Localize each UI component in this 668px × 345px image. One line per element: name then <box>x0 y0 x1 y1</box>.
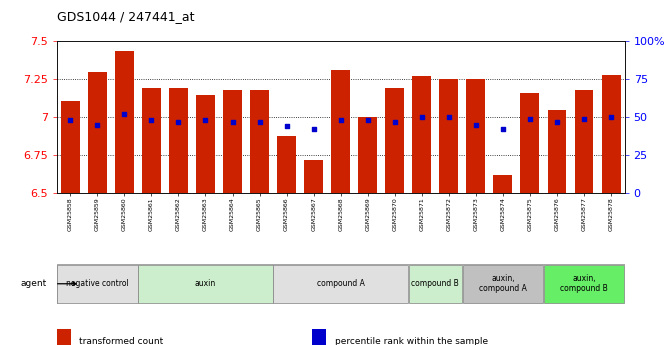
Text: compound A: compound A <box>317 279 365 288</box>
Bar <box>520 93 540 193</box>
Text: auxin: auxin <box>195 279 216 288</box>
Point <box>444 115 454 120</box>
Bar <box>602 75 621 193</box>
Text: percentile rank within the sample: percentile rank within the sample <box>335 337 488 345</box>
Text: auxin,
compound A: auxin, compound A <box>479 274 527 294</box>
Bar <box>440 79 458 193</box>
Text: agent: agent <box>21 279 47 288</box>
Point <box>524 116 535 121</box>
Point <box>227 119 238 125</box>
Point <box>552 119 562 125</box>
Point <box>255 119 265 125</box>
Bar <box>574 90 593 193</box>
Bar <box>548 110 566 193</box>
Bar <box>57 329 71 345</box>
Point <box>146 118 157 123</box>
Bar <box>358 117 377 193</box>
Point <box>92 122 103 128</box>
Bar <box>313 329 327 345</box>
Text: auxin,
compound B: auxin, compound B <box>560 274 608 294</box>
Bar <box>223 90 242 193</box>
Bar <box>466 79 486 193</box>
Bar <box>304 160 323 193</box>
Bar <box>544 265 625 303</box>
Bar <box>463 265 543 303</box>
Point <box>200 118 211 123</box>
Point <box>606 115 617 120</box>
Point <box>65 118 75 123</box>
Bar <box>196 95 215 193</box>
Point <box>119 111 130 117</box>
Bar <box>494 175 512 193</box>
Point <box>498 127 508 132</box>
Bar <box>169 88 188 193</box>
Point <box>335 118 346 123</box>
Point <box>173 119 184 125</box>
Point <box>470 122 481 128</box>
Point <box>389 119 400 125</box>
Bar <box>142 88 161 193</box>
Bar <box>57 265 138 303</box>
Point <box>309 127 319 132</box>
Bar <box>115 50 134 193</box>
Text: GDS1044 / 247441_at: GDS1044 / 247441_at <box>57 10 194 23</box>
Point <box>362 118 373 123</box>
Bar <box>409 265 462 303</box>
Point <box>578 116 589 121</box>
Bar <box>412 76 432 193</box>
Text: negative control: negative control <box>66 279 129 288</box>
Text: transformed count: transformed count <box>79 337 164 345</box>
Bar <box>61 101 79 193</box>
Bar <box>277 136 296 193</box>
Point <box>416 115 427 120</box>
Bar <box>385 88 404 193</box>
Bar <box>273 265 408 303</box>
Bar <box>138 265 273 303</box>
Bar <box>250 90 269 193</box>
Bar <box>331 70 350 193</box>
Text: compound B: compound B <box>411 279 459 288</box>
Point <box>281 124 292 129</box>
Bar <box>88 72 107 193</box>
